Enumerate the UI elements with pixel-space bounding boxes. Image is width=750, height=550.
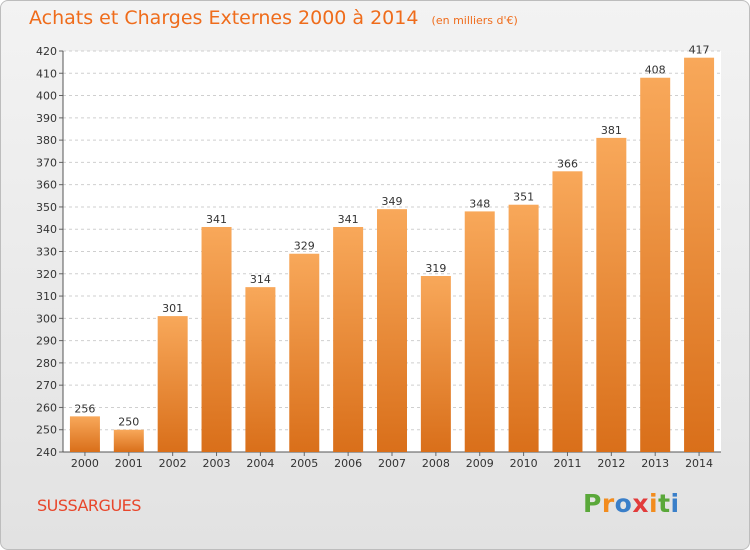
y-tick-label: 370 bbox=[36, 156, 57, 169]
proxiti-logo: Proxiti bbox=[583, 489, 680, 518]
y-tick-label: 410 bbox=[36, 67, 57, 80]
x-tick-label: 2013 bbox=[641, 457, 669, 470]
y-tick-label: 300 bbox=[36, 312, 57, 325]
bar-value-label: 417 bbox=[689, 44, 710, 57]
bar-2001 bbox=[113, 429, 144, 452]
bar-2008 bbox=[420, 276, 451, 452]
y-tick-label: 330 bbox=[36, 246, 57, 259]
chart-subtitle: (en milliers d'€) bbox=[431, 14, 518, 27]
chart-title: Achats et Charges Externes 2000 à 2014 bbox=[29, 7, 419, 29]
bar-2007 bbox=[377, 209, 407, 452]
bar-value-label: 366 bbox=[557, 157, 578, 170]
x-tick-label: 2010 bbox=[510, 457, 538, 470]
bar-value-label: 314 bbox=[250, 273, 271, 286]
bar-value-label: 349 bbox=[382, 195, 403, 208]
bar-value-label: 351 bbox=[513, 191, 534, 204]
y-tick-label: 250 bbox=[36, 424, 57, 437]
logo-letter: x bbox=[632, 489, 649, 518]
y-tick-label: 340 bbox=[36, 223, 57, 236]
logo-letter: o bbox=[614, 489, 633, 518]
bar-value-label: 319 bbox=[425, 262, 446, 275]
y-tick-label: 400 bbox=[36, 90, 57, 103]
y-tick-label: 280 bbox=[36, 357, 57, 370]
logo-letter: i bbox=[649, 489, 659, 518]
y-tick-label: 290 bbox=[36, 335, 57, 348]
bar-2000 bbox=[69, 416, 100, 452]
y-tick-label: 320 bbox=[36, 268, 57, 281]
bar-2009 bbox=[464, 211, 495, 452]
bar-2010 bbox=[508, 204, 539, 452]
y-tick-label: 310 bbox=[36, 290, 57, 303]
bar-value-label: 250 bbox=[118, 416, 139, 429]
logo-letter: t bbox=[658, 489, 671, 518]
x-tick-label: 2005 bbox=[290, 457, 318, 470]
x-tick-label: 2012 bbox=[597, 457, 625, 470]
bar-value-label: 341 bbox=[338, 213, 359, 226]
logo-letter: r bbox=[601, 489, 615, 518]
x-tick-label: 2011 bbox=[553, 457, 581, 470]
x-tick-label: 2000 bbox=[71, 457, 99, 470]
bar-value-label: 348 bbox=[469, 197, 490, 210]
bar-value-label: 341 bbox=[206, 213, 227, 226]
y-tick-label: 390 bbox=[36, 112, 57, 125]
bar-value-label: 408 bbox=[645, 64, 666, 77]
x-tick-label: 2001 bbox=[115, 457, 143, 470]
bar-value-label: 329 bbox=[294, 240, 315, 253]
title-row: Achats et Charges Externes 2000 à 2014 (… bbox=[29, 7, 518, 29]
bar-2003 bbox=[201, 226, 232, 452]
x-tick-label: 2008 bbox=[422, 457, 450, 470]
bar-2012 bbox=[596, 137, 627, 452]
bar-2014 bbox=[684, 57, 715, 452]
y-tick-label: 260 bbox=[36, 401, 57, 414]
x-tick-label: 2007 bbox=[378, 457, 406, 470]
logo-letter: P bbox=[583, 489, 602, 518]
x-tick-label: 2004 bbox=[246, 457, 274, 470]
bar-value-label: 381 bbox=[601, 124, 622, 137]
bar-2004 bbox=[245, 287, 276, 452]
y-tick-label: 380 bbox=[36, 134, 57, 147]
x-tick-label: 2003 bbox=[203, 457, 231, 470]
bar-value-label: 256 bbox=[74, 402, 95, 415]
place-name: SUSSARGUES bbox=[37, 496, 141, 515]
y-tick-label: 270 bbox=[36, 379, 57, 392]
bar-2002 bbox=[157, 316, 188, 452]
x-tick-label: 2006 bbox=[334, 457, 362, 470]
y-tick-label: 360 bbox=[36, 179, 57, 192]
x-tick-label: 2009 bbox=[466, 457, 494, 470]
x-tick-label: 2014 bbox=[685, 457, 713, 470]
bar-2006 bbox=[333, 226, 364, 452]
y-tick-label: 240 bbox=[36, 446, 57, 459]
bar-2005 bbox=[289, 253, 320, 452]
bar-2011 bbox=[552, 171, 583, 453]
bar-2013 bbox=[640, 77, 671, 452]
y-tick-label: 420 bbox=[36, 45, 57, 58]
y-tick-label: 350 bbox=[36, 201, 57, 214]
bar-value-label: 301 bbox=[162, 302, 183, 315]
x-tick-label: 2002 bbox=[159, 457, 187, 470]
logo-letter: i bbox=[670, 489, 680, 518]
